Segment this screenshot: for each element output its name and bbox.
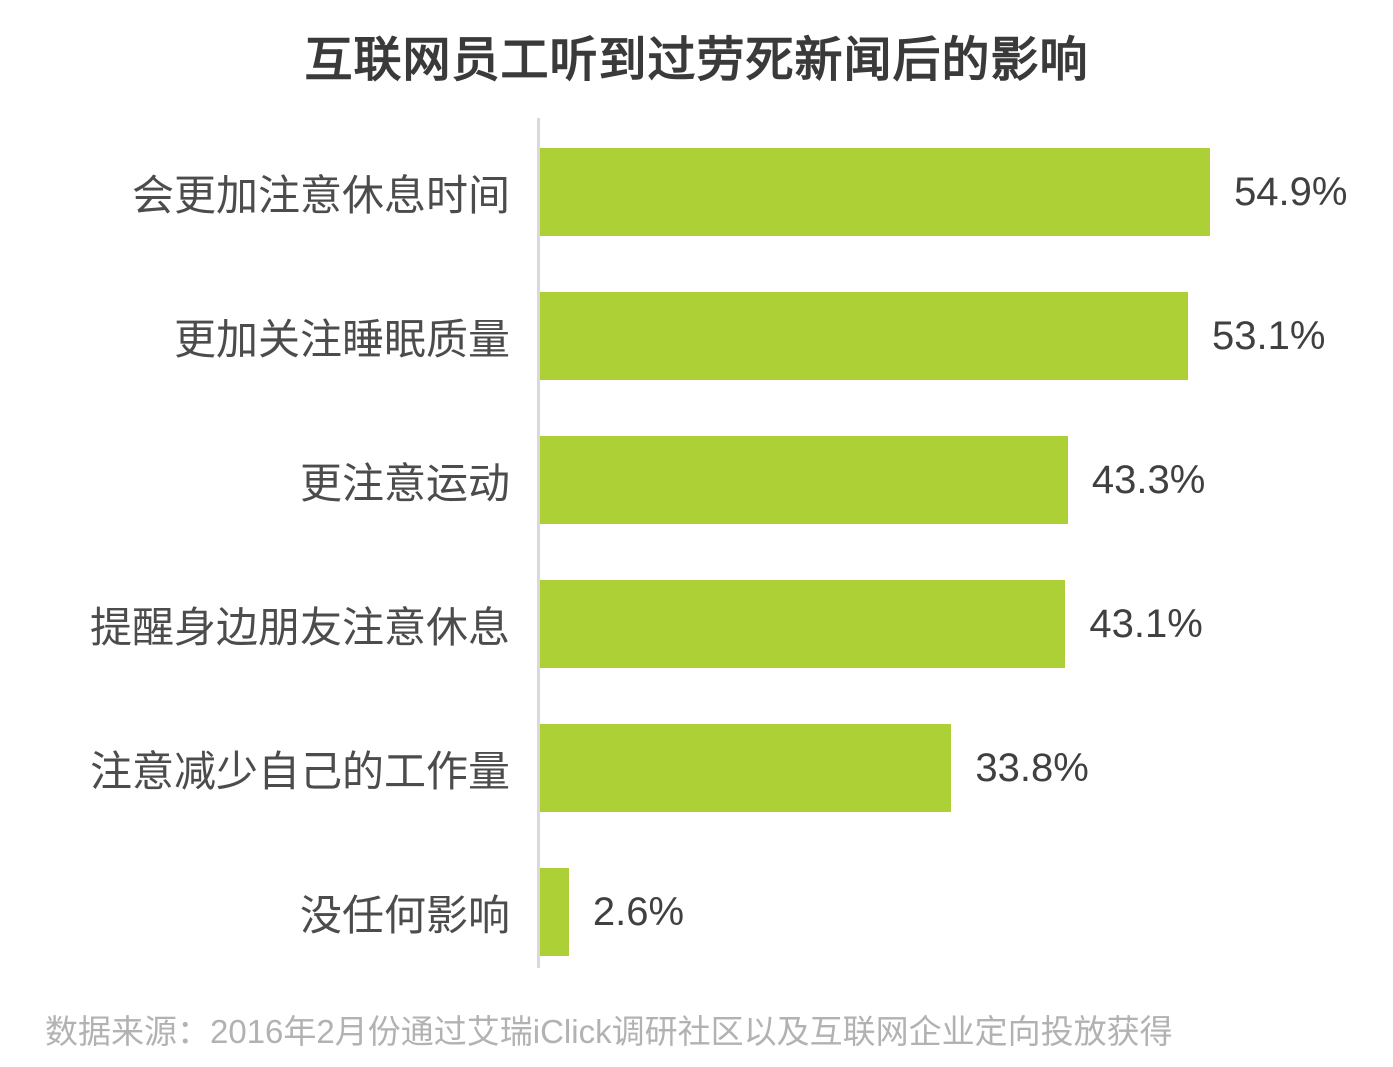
- bar-row: 注意减少自己的工作量 33.8%: [0, 696, 1393, 840]
- value-label: 2.6%: [592, 889, 685, 934]
- value-label: 54.9%: [1234, 169, 1348, 214]
- category-label: 提醒身边朋友注意休息: [89, 603, 510, 651]
- bar-row: 更注意运动 43.3%: [0, 408, 1393, 552]
- bar: [537, 868, 569, 956]
- category-label: 会更加注意休息时间: [131, 171, 510, 219]
- bar-row: 会更加注意休息时间 54.9%: [0, 120, 1393, 264]
- bar-row: 更加关注睡眠质量 53.1%: [0, 264, 1393, 408]
- bar-row: 提醒身边朋友注意休息 43.1%: [0, 552, 1393, 696]
- bar: [537, 580, 1066, 668]
- bar: [537, 292, 1188, 380]
- y-axis-line: [537, 118, 540, 968]
- data-source-note: 数据来源：2016年2月份通过艾瑞iClick调研社区以及互联网企业定向投放获得: [45, 1013, 1173, 1050]
- value-label: 43.1%: [1089, 601, 1203, 646]
- category-label: 注意减少自己的工作量: [89, 747, 510, 795]
- bar: [537, 148, 1211, 236]
- category-label: 更注意运动: [299, 459, 510, 507]
- category-label: 没任何影响: [299, 891, 510, 939]
- bar-rows: 会更加注意休息时间 54.9% 更加关注睡眠质量 53.1% 更注意运动 43.3% 提醒身…: [0, 120, 1393, 984]
- value-label: 33.8%: [975, 745, 1089, 790]
- bar-row: 没任何影响 2.6%: [0, 840, 1393, 984]
- bar: [537, 724, 952, 812]
- value-label: 43.3%: [1091, 457, 1206, 502]
- chart-title: 互联网员工听到过劳死新闻后的影响: [304, 34, 1089, 87]
- category-label: 更加关注睡眠质量: [173, 315, 510, 363]
- bar-chart: 会更加注意休息时间 54.9% 更加关注睡眠质量 53.1% 更注意运动 43.3% 提醒身…: [0, 118, 1393, 984]
- value-label: 53.1%: [1212, 313, 1326, 358]
- bar: [537, 436, 1068, 524]
